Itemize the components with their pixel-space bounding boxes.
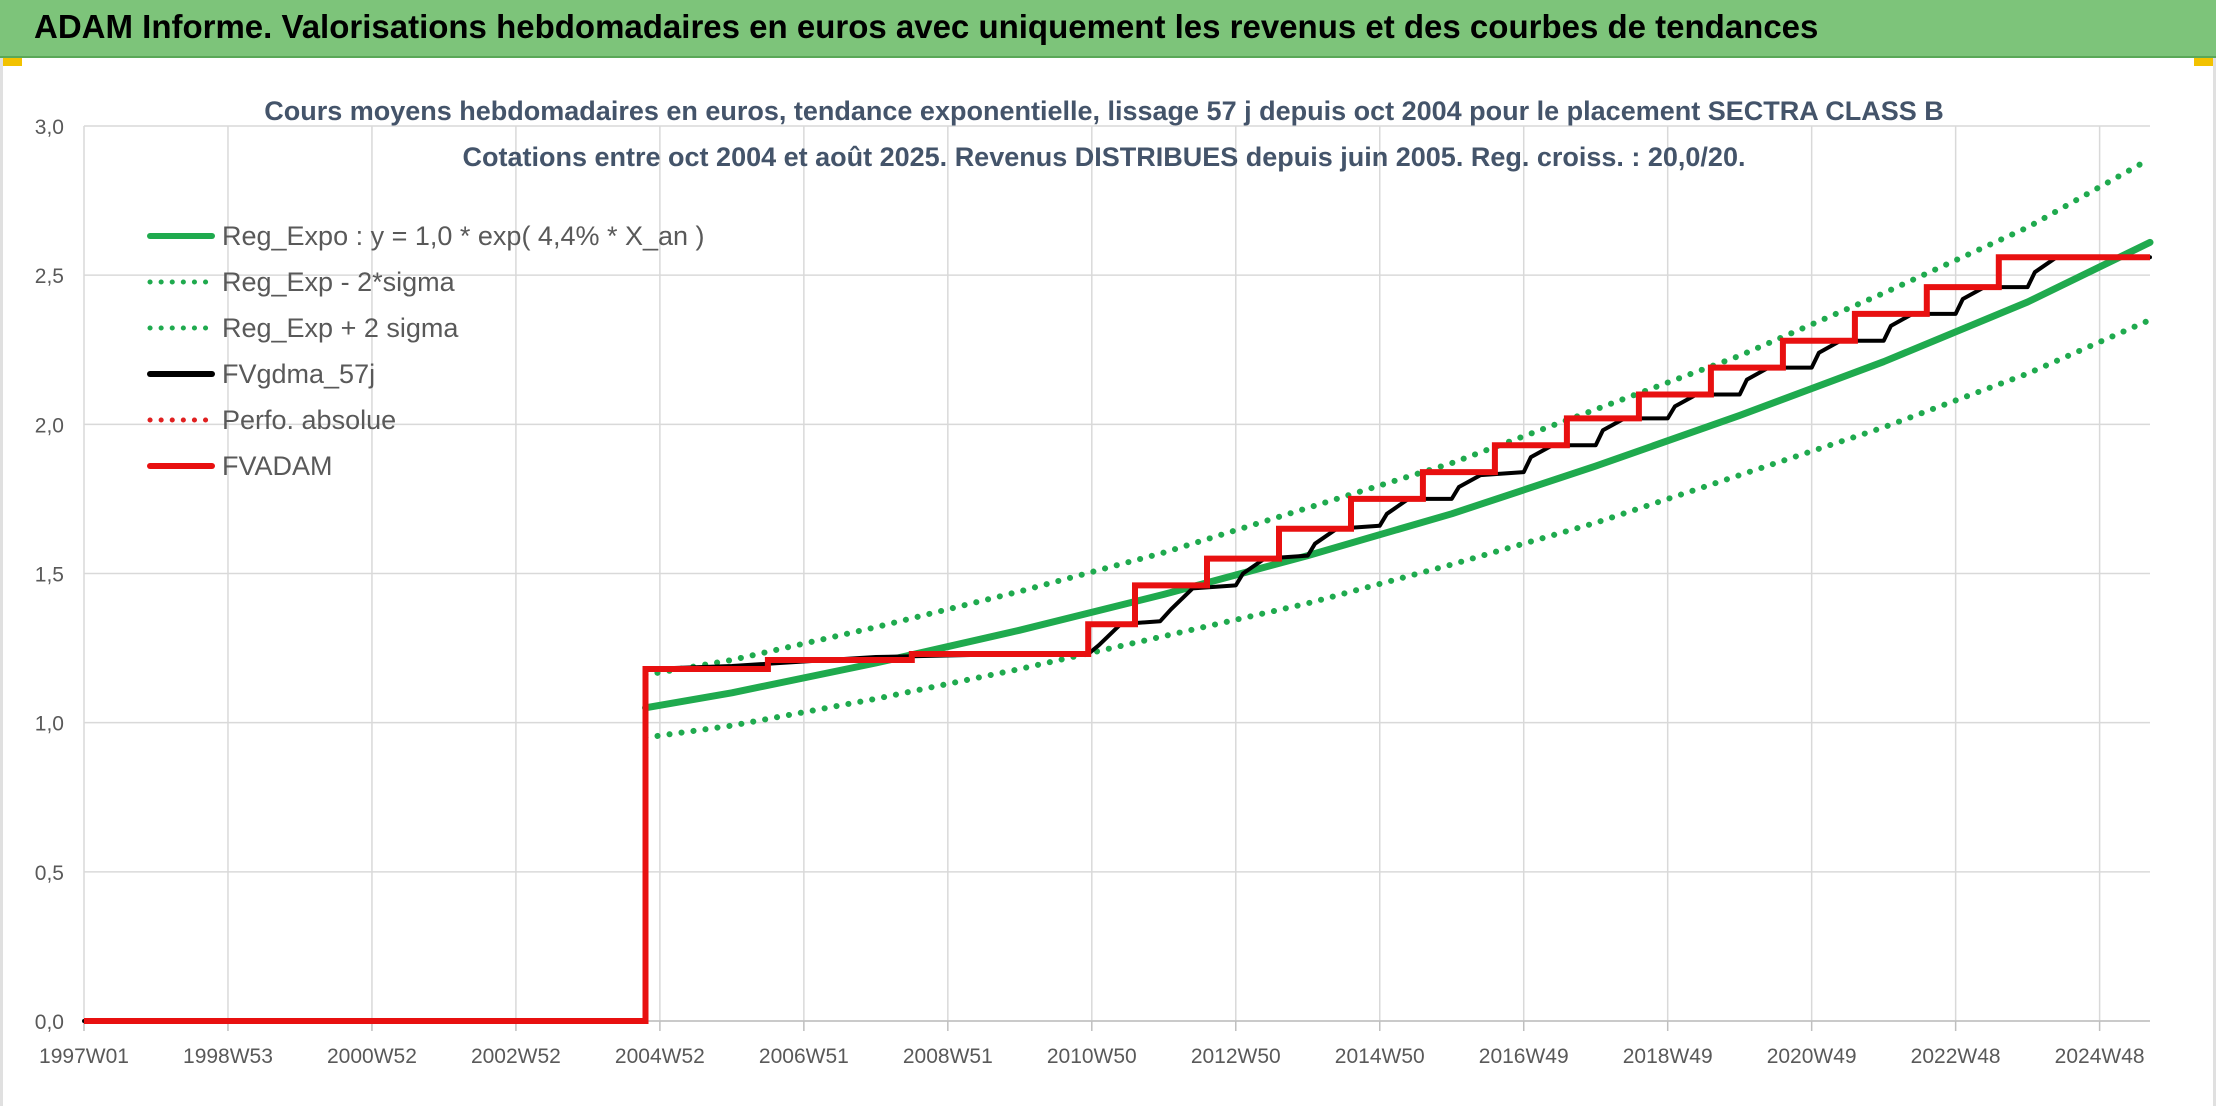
x-tick-label: 2002W52 (471, 1045, 561, 1068)
x-tick-label: 1997W01 (39, 1045, 129, 1068)
chart-frame (0, 58, 2216, 1106)
y-tick-label: 1,5 (35, 564, 64, 587)
legend-label-4: Perfo. absolue (222, 405, 396, 435)
legend-label-2: Reg_Exp + 2 sigma (222, 313, 459, 343)
x-axis-ticks: 1997W01 1998W53 2000W52 2002W52 2004W52 2006W… (39, 1045, 2145, 1068)
legend: Reg_Expo : y = 1,0 * exp( 4,4% * X_an ) R… (147, 221, 705, 481)
series-line-5 (84, 254, 2150, 1024)
series-line-2 (642, 155, 2153, 678)
gridlines (83, 125, 2150, 1031)
x-tick-label: 2008W51 (903, 1045, 993, 1068)
legend-label-0: Reg_Expo : y = 1,0 * exp( 4,4% * X_an ) (222, 221, 705, 251)
x-tick-label: 2022W48 (1911, 1045, 2001, 1068)
series-lines (82, 155, 2154, 1024)
legend-label-5: FVADAM (222, 451, 333, 481)
y-tick-label: 0,5 (35, 862, 64, 885)
y-tick-label: 3,0 (35, 116, 64, 139)
legend-label-1: Reg_Exp - 2*sigma (222, 267, 456, 297)
y-tick-label: 2,0 (35, 414, 64, 437)
banner: ADAM Informe. Valorisations hebdomadaire… (0, 0, 2216, 58)
x-tick-label: 2024W48 (2055, 1045, 2145, 1068)
y-tick-label: 2,5 (35, 265, 64, 288)
x-tick-label: 2016W49 (1479, 1045, 1569, 1068)
x-tick-label: 2020W49 (1767, 1045, 1857, 1068)
banner-title: ADAM Informe. Valorisations hebdomadaire… (34, 8, 1819, 45)
series-line-0 (642, 238, 2154, 712)
x-tick-label: 2004W52 (615, 1045, 705, 1068)
series-line-1 (642, 316, 2153, 741)
y-tick-label: 0,0 (35, 1011, 64, 1034)
x-tick-label: 2000W52 (327, 1045, 417, 1068)
x-tick-label: 1998W53 (183, 1045, 273, 1068)
y-axis-ticks: 0,0 0,5 1,0 1,5 2,0 2,5 3,0 (35, 116, 64, 1034)
x-tick-label: 2014W50 (1335, 1045, 1425, 1068)
corner-mark-top-left (0, 58, 22, 66)
chart-title: Cours moyens hebdomadaires en euros, ten… (264, 96, 1943, 126)
x-tick-label: 2006W51 (759, 1045, 849, 1068)
legend-label-3: FVgdma_57j (222, 359, 375, 389)
x-tick-label: 2010W50 (1047, 1045, 1137, 1068)
corner-mark-top-right (2194, 58, 2216, 66)
chart-subtitle: Cotations entre oct 2004 et août 2025. R… (463, 142, 1746, 172)
y-tick-label: 1,0 (35, 713, 64, 736)
x-tick-label: 2018W49 (1623, 1045, 1713, 1068)
series-line-3 (82, 255, 2152, 1023)
x-tick-label: 2012W50 (1191, 1045, 1281, 1068)
